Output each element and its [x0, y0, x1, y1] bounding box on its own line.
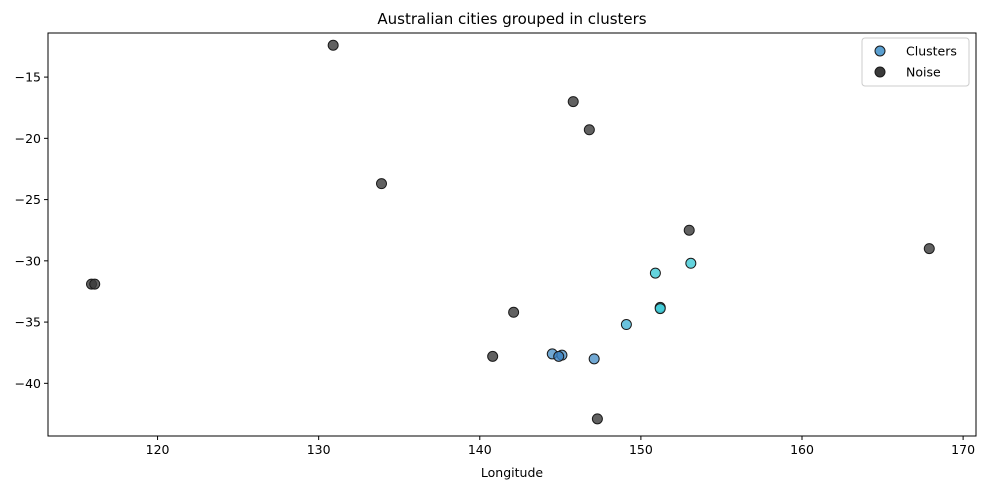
- noise-point: [487, 350, 499, 362]
- cluster-point: [588, 353, 600, 365]
- x-tick-label: 130: [307, 442, 331, 457]
- noise-point: [327, 39, 339, 51]
- noise-point: [376, 178, 387, 190]
- cluster-point: [620, 319, 632, 331]
- noise-point: [89, 278, 101, 290]
- y-tick-label: −25: [15, 192, 41, 207]
- noise-point: [683, 224, 695, 236]
- x-axis-label: Longitude: [481, 465, 543, 480]
- x-axis: 120 130 140 150 160 170: [146, 436, 975, 457]
- x-tick-label: 140: [468, 442, 492, 457]
- legend-marker-clusters: [874, 45, 886, 57]
- x-tick-label: 120: [146, 442, 170, 457]
- y-tick-label: −15: [15, 70, 41, 85]
- y-tick-label: −35: [15, 315, 41, 330]
- chart-title: Australian cities grouped in clusters: [377, 10, 646, 28]
- y-tick-label: −40: [15, 376, 41, 391]
- legend-label-noise: Noise: [906, 65, 941, 80]
- x-tick-label: 150: [629, 442, 653, 457]
- noise-point: [591, 413, 603, 425]
- legend: Clusters Noise: [861, 37, 970, 87]
- cluster-point: [649, 267, 661, 279]
- noise-point: [508, 306, 520, 318]
- y-tick-label: −20: [15, 131, 41, 146]
- plot-frame: [47, 32, 977, 437]
- legend-marker-noise: [874, 66, 886, 78]
- noise-point: [923, 243, 935, 255]
- y-axis: −15 −20 −25 −30 −35 −40: [15, 70, 48, 391]
- y-tick-label: −30: [15, 253, 41, 268]
- cluster-point: [685, 257, 697, 269]
- noise-point: [583, 124, 595, 136]
- data-points: [86, 39, 935, 425]
- legend-box: [861, 37, 970, 87]
- noise-point: [567, 96, 579, 108]
- x-tick-label: 160: [790, 442, 814, 457]
- plot-area: 120 130 140 150 160 170 −15 −20 −25 −30 −35 −40: [15, 32, 977, 457]
- legend-label-clusters: Clusters: [906, 44, 957, 59]
- cluster-point: [553, 350, 565, 362]
- x-tick-label: 170: [951, 442, 975, 457]
- cluster-point: [654, 303, 666, 315]
